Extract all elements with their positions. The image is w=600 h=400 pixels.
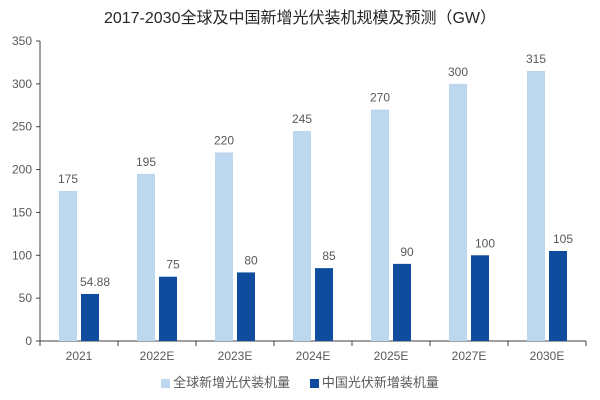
data-label-china: 90 — [400, 245, 414, 259]
y-tick-label: 150 — [12, 205, 32, 219]
x-tick-label: 2023E — [218, 349, 253, 363]
bar-global — [371, 109, 389, 341]
data-label-global: 270 — [370, 91, 390, 105]
bar-global — [293, 131, 311, 341]
y-tick-label: 100 — [12, 248, 32, 262]
bar-china — [159, 276, 177, 341]
bar-global — [59, 191, 77, 341]
data-label-china: 85 — [322, 249, 336, 263]
y-tick-label: 350 — [12, 34, 32, 48]
y-tick-label: 300 — [12, 77, 32, 91]
legend-item-china: 中国光伏新增装机量 — [309, 372, 439, 391]
data-label-china: 100 — [475, 236, 495, 250]
data-label-china: 54.88 — [80, 275, 110, 289]
bar-global — [137, 173, 155, 341]
bar-global — [449, 83, 467, 341]
bar-china — [81, 293, 99, 341]
data-label-global: 195 — [136, 155, 156, 169]
bar-china — [237, 272, 255, 341]
data-label-global: 175 — [58, 172, 78, 186]
data-label-global: 315 — [526, 52, 546, 66]
chart-title: 2017-2030全球及中国新增光伏装机规模及预测（GW） — [103, 10, 497, 27]
legend-label-global: 全球新增光伏装机量 — [173, 375, 291, 390]
bar-china — [471, 255, 489, 341]
x-tick-label: 2025E — [374, 349, 409, 363]
y-tick-label: 0 — [25, 334, 32, 348]
y-tick-label: 200 — [12, 163, 32, 177]
legend-label-china: 中国光伏新增装机量 — [321, 375, 439, 390]
x-tick-label: 2021 — [66, 349, 93, 363]
data-label-global: 245 — [292, 112, 312, 126]
data-label-global: 220 — [214, 133, 234, 147]
x-tick-label: 2030E — [530, 349, 565, 363]
bar-global — [215, 152, 233, 341]
data-label-china: 105 — [553, 232, 573, 246]
bar-global — [527, 71, 545, 341]
legend: 全球新增光伏装机量 中国光伏新增装机量 — [0, 372, 600, 391]
bar-china — [549, 251, 567, 341]
data-label-global: 300 — [448, 65, 468, 79]
x-tick-label: 2027E — [452, 349, 487, 363]
bar-china — [393, 263, 411, 341]
x-tick-label: 2022E — [140, 349, 175, 363]
bar-china — [315, 268, 333, 341]
legend-swatch-global — [161, 379, 171, 389]
legend-item-global: 全球新增光伏装机量 — [161, 372, 290, 391]
y-tick-label: 50 — [19, 291, 33, 305]
legend-swatch-china — [309, 379, 319, 389]
data-label-china: 75 — [166, 258, 180, 272]
y-tick-label: 250 — [12, 120, 32, 134]
data-label-china: 80 — [244, 253, 258, 267]
x-tick-label: 2024E — [296, 349, 331, 363]
